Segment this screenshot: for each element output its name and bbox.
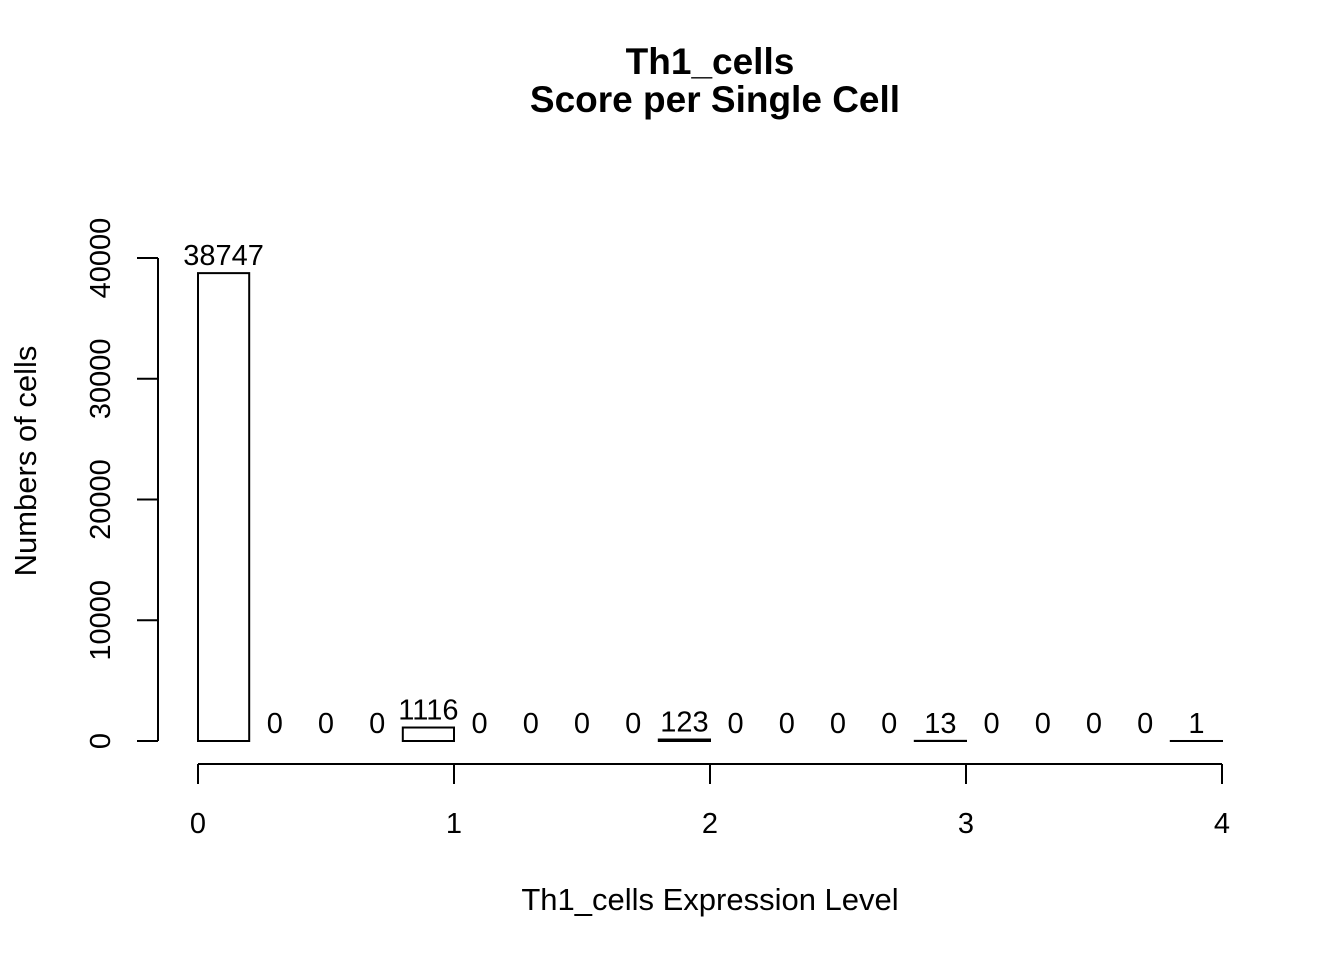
bar-count-label: 0 xyxy=(472,708,488,740)
y-tick-label: 20000 xyxy=(85,459,117,540)
y-axis: 0 10000 20000 30000 40000 xyxy=(85,218,158,749)
bar-count-label: 1 xyxy=(1188,708,1204,740)
bar-count-label: 0 xyxy=(881,708,897,740)
bar-count-label: 0 xyxy=(625,708,641,740)
histogram-bar xyxy=(403,728,454,741)
x-tick-label: 3 xyxy=(958,808,974,840)
y-tick-label: 0 xyxy=(85,733,117,749)
x-tick-label: 0 xyxy=(190,808,206,840)
x-tick-label: 2 xyxy=(702,808,718,840)
bars-group xyxy=(198,273,1222,741)
bar-count-label: 0 xyxy=(523,708,539,740)
x-axis: 0 1 2 3 4 xyxy=(190,764,1230,840)
bar-count-label: 0 xyxy=(318,708,334,740)
y-axis-label: Numbers of cells xyxy=(8,346,43,577)
bar-count-label: 38747 xyxy=(183,240,264,272)
histogram-bar xyxy=(659,740,710,741)
chart-subtitle: Score per Single Cell xyxy=(530,79,900,120)
bar-count-label: 1116 xyxy=(398,695,458,727)
chart-title: Th1_cells xyxy=(626,41,795,82)
bar-labels-group: 38747 0 0 0 1116 0 0 0 0 123 0 0 0 0 13 0 0 0 0 1 xyxy=(183,240,1204,740)
bar-count-label: 0 xyxy=(1137,708,1153,740)
histogram-bar xyxy=(198,273,249,741)
x-axis-label: Th1_cells Expression Level xyxy=(521,882,898,917)
bar-count-label: 0 xyxy=(779,708,795,740)
bar-count-label: 13 xyxy=(924,708,956,740)
bar-count-label: 0 xyxy=(984,708,1000,740)
y-tick-label: 10000 xyxy=(85,580,117,661)
bar-count-label: 123 xyxy=(660,707,708,739)
y-tick-label: 30000 xyxy=(85,338,117,419)
y-tick-label: 40000 xyxy=(85,218,117,299)
bar-count-label: 0 xyxy=(1035,708,1051,740)
bar-count-label: 0 xyxy=(369,708,385,740)
bar-count-label: 0 xyxy=(267,708,283,740)
x-tick-label: 4 xyxy=(1214,808,1230,840)
x-tick-label: 1 xyxy=(446,808,462,840)
bar-count-label: 0 xyxy=(574,708,590,740)
bar-count-label: 0 xyxy=(728,708,744,740)
bar-count-label: 0 xyxy=(830,708,846,740)
bar-count-label: 0 xyxy=(1086,708,1102,740)
